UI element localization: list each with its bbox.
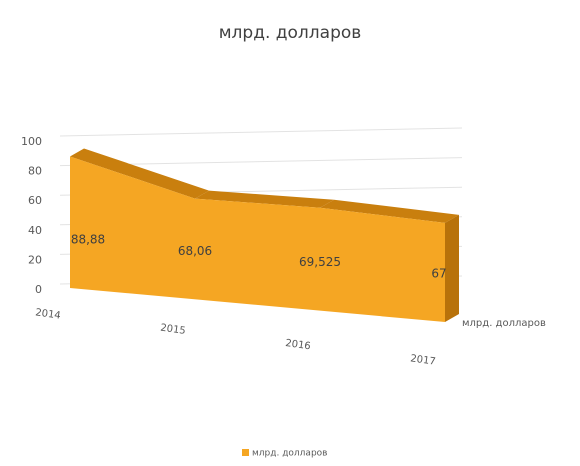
y-tick-label: 40 [28,224,42,237]
y-tick-label: 100 [21,135,42,148]
x-tick-label: 2015 [160,323,187,337]
y-tick-label: 20 [28,253,42,266]
x-tick-label: 2016 [285,338,312,352]
y-tick-label: 60 [28,194,42,207]
area [70,156,445,322]
grid-line [59,127,463,137]
y-tick-label: 80 [28,165,42,178]
data-label: 68,06 [178,244,212,258]
x-tick-label: 2017 [410,353,437,367]
x-tick-label: 2014 [35,307,62,321]
legend-label: млрд. долларов [252,449,327,459]
data-label: 67 [431,267,446,281]
area-top [70,148,209,199]
area-top [195,190,334,208]
series-axis-label: млрд. долларов [462,318,546,329]
data-label: 88,88 [71,233,105,247]
legend-swatch [242,449,249,456]
chart-title: млрд. долларов [219,23,362,43]
data-label: 69,525 [299,255,341,269]
y-tick-label: 0 [35,283,42,296]
area-top [320,199,459,223]
area-side [445,214,459,322]
